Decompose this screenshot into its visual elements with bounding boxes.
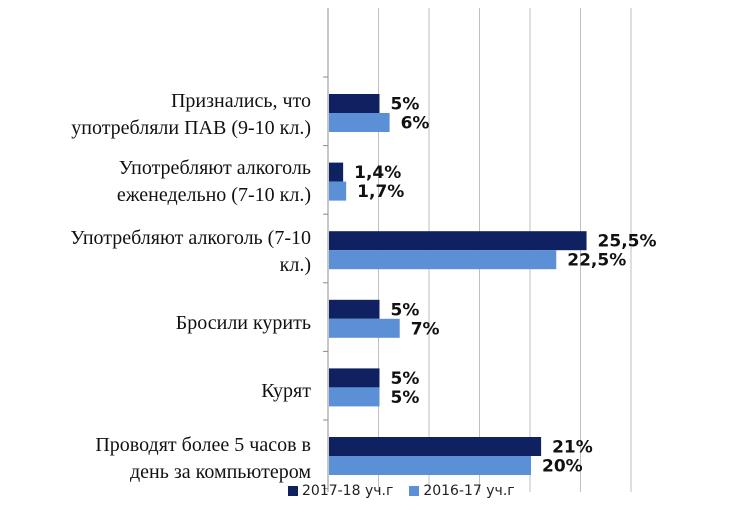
legend-item-2017-18: 2017-18 уч.г [288, 483, 393, 499]
legend: 2017-18 уч.г 2016-17 уч.г [288, 483, 531, 499]
category-label: Проводят более 5 часов в день за компьют… [95, 434, 311, 483]
bar-2017-18-2 [329, 231, 587, 251]
bar-2017-18-3 [329, 299, 380, 319]
legend-label-2016-17: 2016-17 уч.г [423, 483, 515, 499]
data-label: 20% [542, 457, 583, 477]
category-label: Признались, что употребляли ПАВ (9-10 кл… [71, 90, 311, 139]
data-label: 21% [552, 438, 593, 458]
data-label: 5% [391, 300, 420, 320]
bar-2016-17-1 [329, 181, 347, 201]
data-label: 22,5% [567, 251, 626, 271]
bar-2017-18-4 [329, 368, 380, 388]
data-label: 5% [391, 388, 420, 408]
bar-2016-17-2 [329, 250, 557, 270]
data-label: 6% [401, 114, 430, 134]
category-label: Употребляют алкоголь (7-10 кл.) [70, 227, 311, 276]
data-label: 5% [391, 95, 420, 115]
data-label: 1,7% [357, 182, 404, 202]
bar-2016-17-5 [329, 456, 531, 475]
bar-2017-18-0 [329, 94, 380, 113]
data-label: 1,4% [354, 163, 401, 183]
bar-2017-18-1 [329, 162, 344, 182]
category-label: Курят [261, 379, 311, 402]
data-label: 7% [411, 319, 440, 339]
bar-2017-18-5 [329, 437, 542, 456]
category-label: Бросили курить [175, 311, 311, 334]
legend-swatch-2016-17 [409, 486, 420, 496]
legend-label-2017-18: 2017-18 уч.г [302, 483, 394, 499]
bar-2016-17-3 [329, 318, 400, 338]
category-label: Употребляют алкоголь еженедельно (7-10 к… [116, 157, 311, 206]
legend-swatch-2017-18 [288, 486, 298, 496]
legend-item-2016-17: 2016-17 уч.г [409, 483, 515, 499]
bar-2016-17-0 [329, 113, 390, 132]
bar-2016-17-4 [329, 387, 380, 407]
data-label: 25,5% [598, 232, 657, 252]
data-label: 5% [391, 369, 420, 389]
